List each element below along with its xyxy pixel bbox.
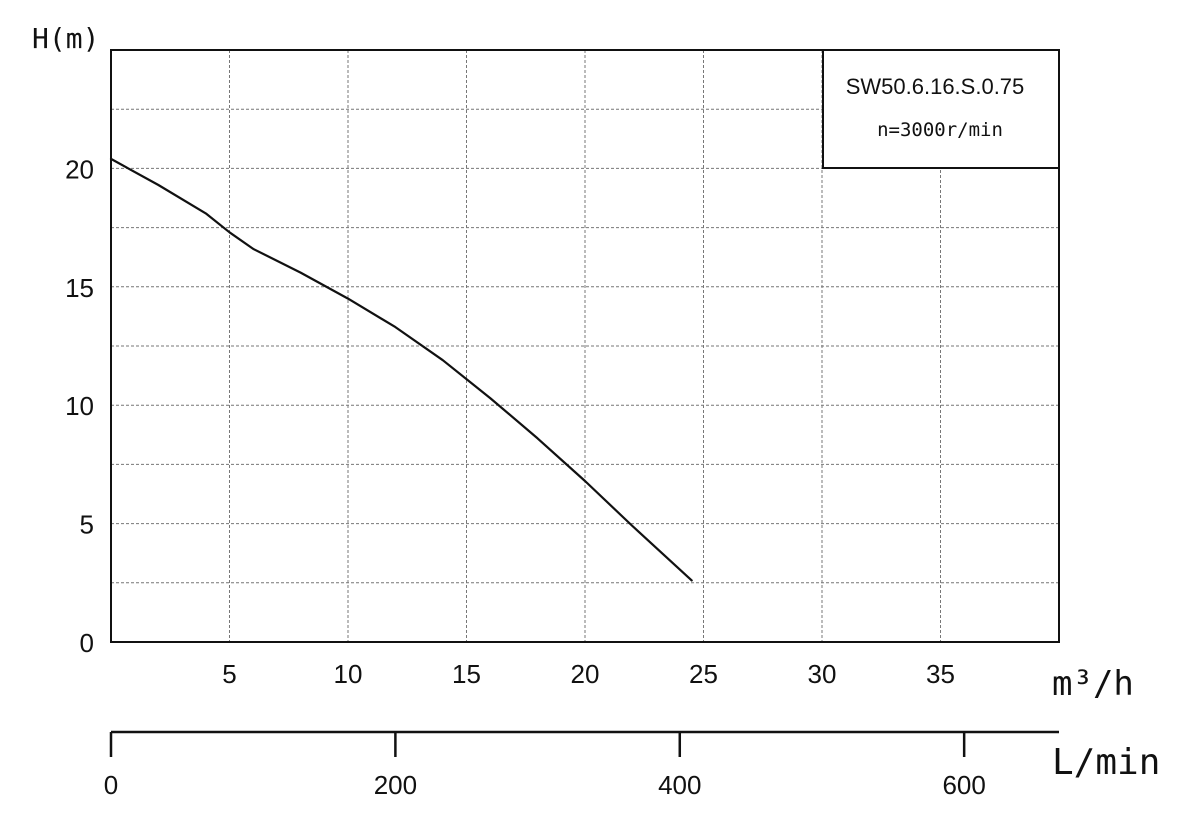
secondary-x-axis: 0 200 400 600 — [104, 730, 1059, 800]
x2-axis-label: L/min — [1052, 742, 1160, 783]
legend-model: SW50.6.16.S.0.75 — [846, 74, 1025, 99]
x-tick-label: 30 — [808, 659, 837, 689]
y-tick-label: 0 — [80, 628, 94, 658]
x2-tick-label: 600 — [942, 770, 985, 800]
series-line — [109, 157, 693, 582]
x-tick-label: 5 — [222, 659, 236, 689]
y-tick-label: 10 — [65, 391, 94, 421]
y-axis-label: H(m) — [32, 22, 99, 55]
legend-box: SW50.6.16.S.0.75 n=3000r/min — [822, 49, 1060, 169]
x2-tick-label: 400 — [658, 770, 701, 800]
y-tick-label: 15 — [65, 273, 94, 303]
x2-tick-label: 0 — [104, 770, 118, 800]
x2-tick-label: 200 — [374, 770, 417, 800]
x-tick-label: 35 — [926, 659, 955, 689]
x-axis-label: m³/h — [1052, 664, 1134, 704]
y-tick-label: 20 — [65, 154, 94, 184]
grid — [111, 50, 1059, 642]
plot-frame — [110, 49, 1060, 643]
x-tick-labels: 5 10 15 20 25 30 35 — [222, 659, 955, 689]
y-tick-labels: 0 5 10 15 20 — [65, 154, 94, 658]
x-tick-label: 20 — [571, 659, 600, 689]
legend-frame — [822, 49, 1060, 169]
plot-border — [110, 49, 1060, 643]
y-tick-label: 5 — [80, 510, 94, 540]
x-tick-label: 25 — [689, 659, 718, 689]
legend-speed: n=3000r/min — [877, 119, 1003, 141]
series-layer — [109, 157, 693, 582]
x-tick-label: 15 — [452, 659, 481, 689]
x-tick-label: 10 — [334, 659, 363, 689]
